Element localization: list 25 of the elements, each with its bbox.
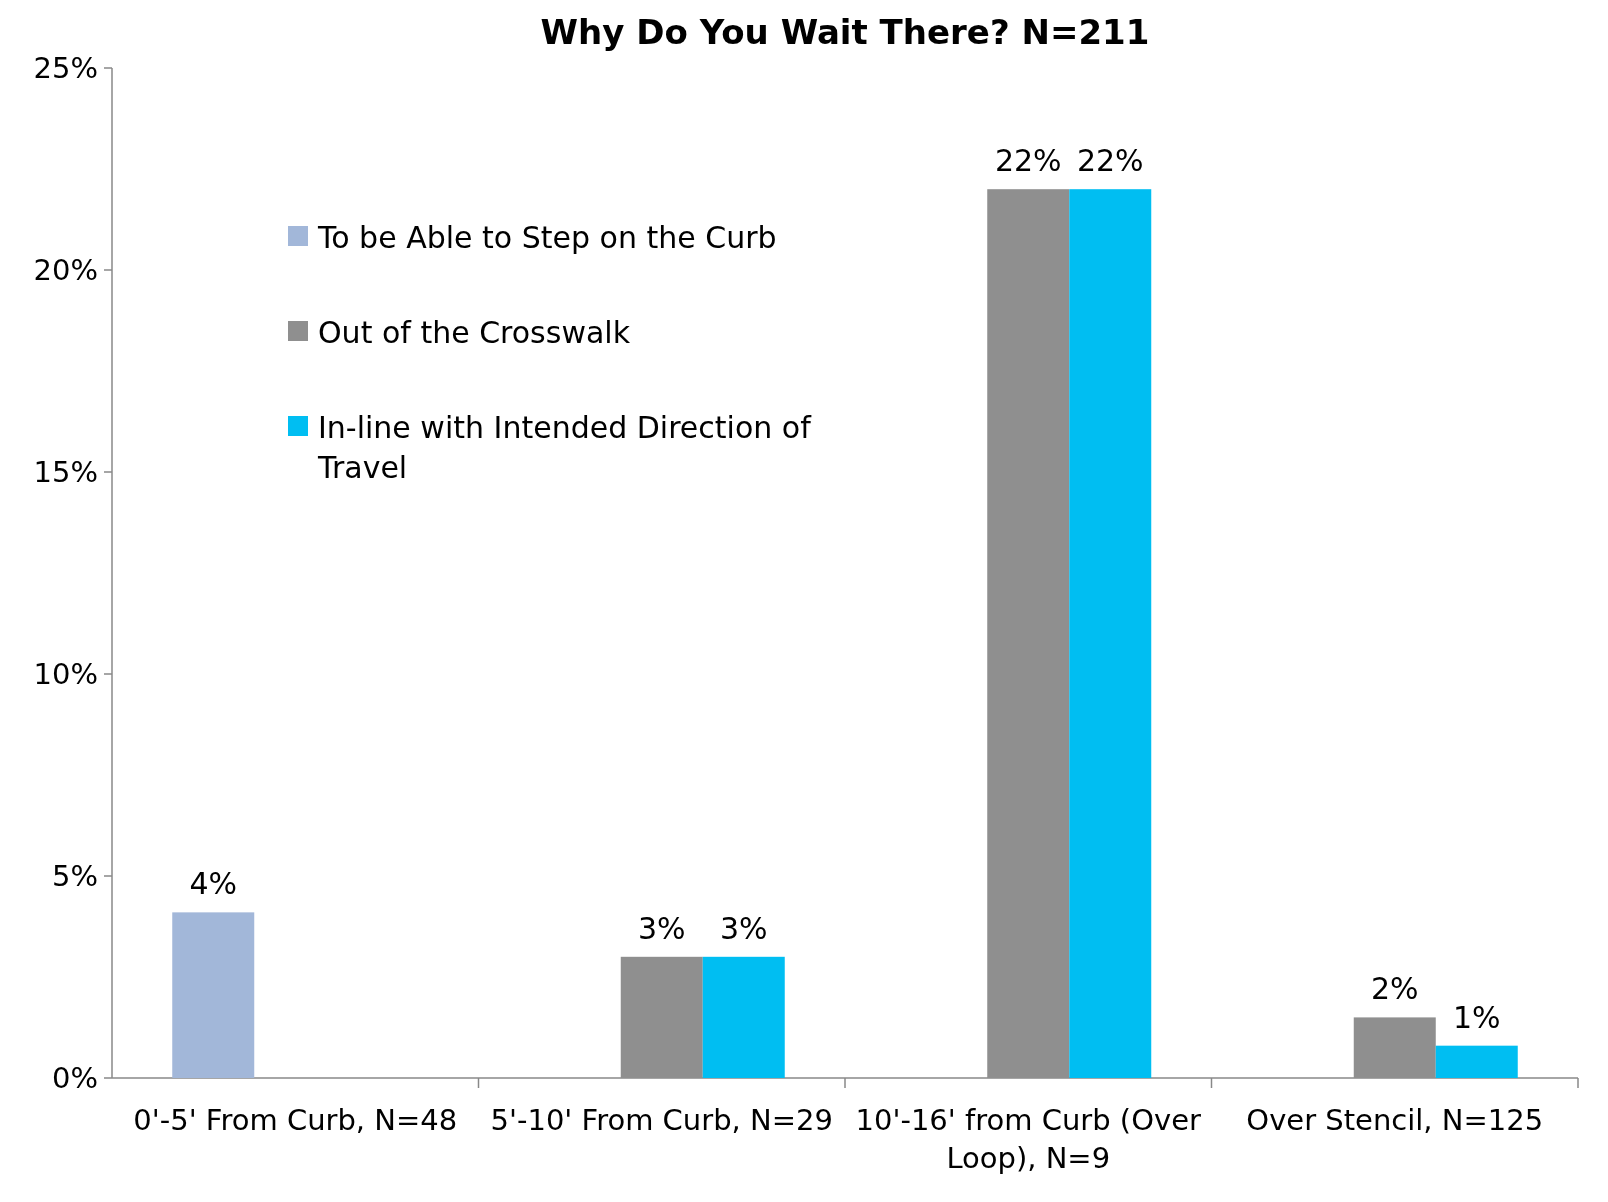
data-label: 3% xyxy=(719,910,768,946)
legend-label: To be Able to Step on the Curb xyxy=(317,220,777,255)
x-tick-label: 5'-10' From Curb, N=29 xyxy=(490,1103,833,1137)
y-tick-label: 25% xyxy=(33,51,98,86)
data-label: 2% xyxy=(1370,971,1419,1007)
y-tick-label: 5% xyxy=(51,859,98,894)
y-tick-label: 20% xyxy=(33,253,98,288)
bar xyxy=(702,956,785,1078)
x-tick-label: Over Stencil, N=125 xyxy=(1246,1103,1544,1137)
bar xyxy=(1069,189,1152,1078)
legend-label: Out of the Crosswalk xyxy=(318,315,631,350)
data-label: 1% xyxy=(1452,999,1501,1035)
data-label: 22% xyxy=(1076,143,1144,179)
data-label: 22% xyxy=(994,143,1062,179)
legend-label: In-line with Intended Direction of Travel xyxy=(317,410,813,485)
x-tick-label: 10'-16' from Curb (Over Loop), N=9 xyxy=(855,1103,1202,1175)
y-tick-label: 15% xyxy=(33,455,98,490)
y-tick-label: 10% xyxy=(33,657,98,692)
data-label: 4% xyxy=(189,866,238,902)
bar xyxy=(1435,1045,1518,1078)
data-label: 3% xyxy=(637,910,686,946)
chart-title: Why Do You Wait There? N=211 xyxy=(540,12,1150,52)
y-tick-label: 0% xyxy=(51,1061,98,1096)
bar xyxy=(172,912,255,1078)
x-tick-label: 0'-5' From Curb, N=48 xyxy=(133,1103,458,1137)
